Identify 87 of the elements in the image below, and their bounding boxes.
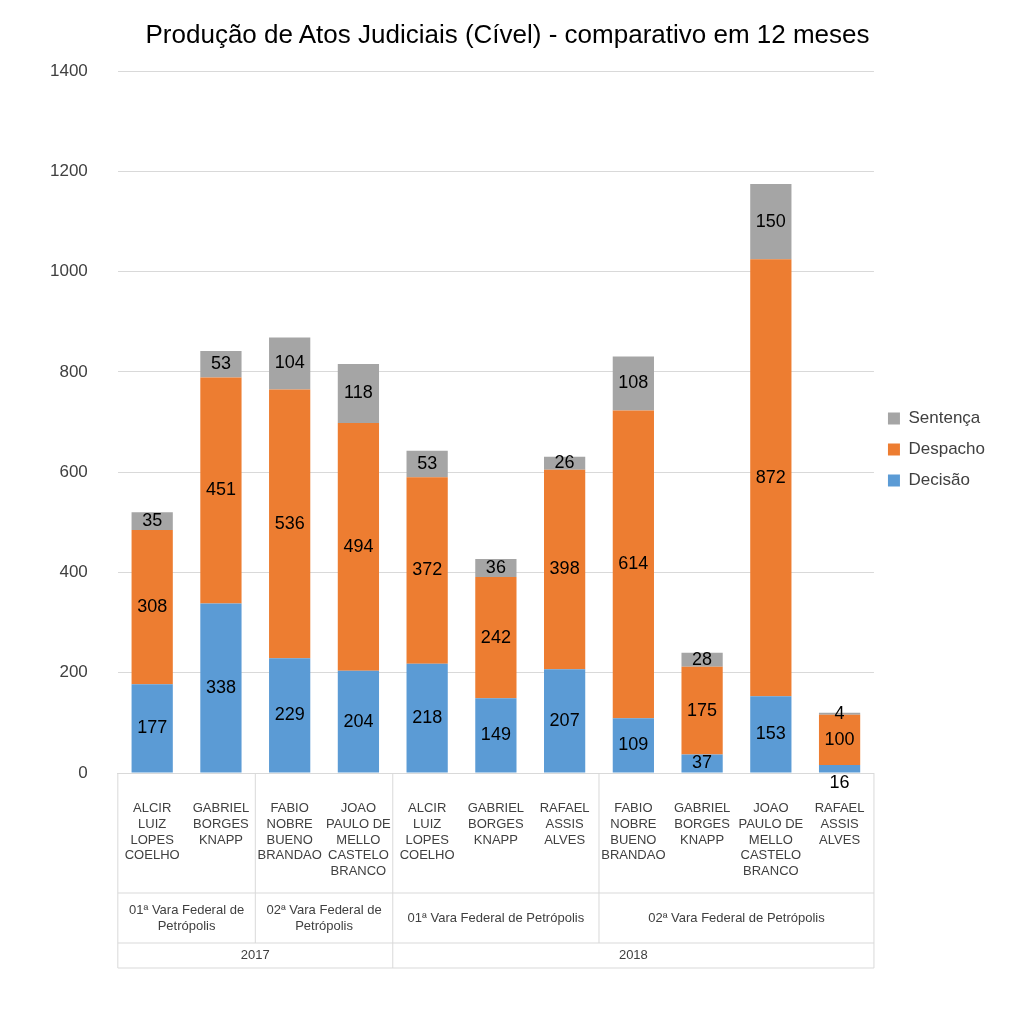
data-label: 16 [829, 772, 850, 793]
text: 2018 [618, 947, 648, 963]
bar [612, 718, 654, 773]
data-label: 207 [549, 709, 580, 730]
y-tick-label: 1200 [49, 161, 88, 181]
text: 01ª Vara Federal de Petrópolis [128, 901, 245, 933]
text: 01ª Vara Federal de Petrópolis [407, 909, 585, 925]
bar [200, 603, 242, 773]
data-label: 308 [137, 596, 168, 617]
x-tick-label: ALCIR LUIZ LOPES COELHO [399, 800, 455, 863]
data-label: 28 [692, 648, 713, 669]
data-label: 872 [755, 466, 786, 487]
bar [612, 356, 654, 411]
data-label: 109 [618, 734, 649, 755]
data-label: 494 [343, 535, 374, 556]
bar [337, 670, 380, 773]
y-tick-label: 1400 [49, 60, 88, 80]
data-label: 177 [137, 717, 168, 738]
data-label: 37 [692, 752, 713, 773]
data-label: 26 [554, 452, 575, 473]
y-tick-label: 400 [59, 562, 88, 582]
data-label: 108 [618, 372, 649, 393]
bar [406, 477, 448, 664]
bar [337, 363, 380, 424]
data-label: 35 [142, 510, 163, 531]
y-tick-label: 800 [59, 361, 88, 381]
x-tick-label: GABRIEL BORGES KNAPP [673, 800, 731, 847]
bar [681, 666, 723, 755]
x-tick-label: FABIO NOBRE BUENO BRANDAO [601, 800, 666, 863]
y-tick-label: 600 [59, 461, 88, 481]
text: 2017 [240, 947, 270, 963]
y-tick-label: 200 [59, 662, 88, 682]
bar [612, 410, 654, 719]
data-label: 338 [205, 677, 236, 697]
x-tick-label: GABRIEL BORGES KNAPP [467, 800, 525, 847]
data-label: 204 [343, 710, 374, 731]
legend-label: Despacho [908, 439, 986, 459]
data-label: 242 [480, 626, 511, 647]
legend-label: Decisão [908, 470, 970, 490]
data-label: 153 [755, 723, 786, 744]
bar [475, 698, 517, 773]
x-tick-label: ALCIR LUIZ LOPES COELHO [124, 800, 180, 863]
data-label: 218 [412, 707, 443, 728]
bar [131, 684, 173, 773]
bar [406, 663, 448, 773]
x-tick-label: JOAO PAULO DE MELLO CASTELO BRANCO [738, 800, 804, 878]
data-label: 451 [205, 479, 236, 500]
bar [269, 337, 311, 390]
data-label: 614 [618, 553, 649, 574]
y-tick-label: 1000 [49, 261, 88, 281]
bar [200, 377, 242, 604]
data-label: 229 [274, 704, 305, 725]
data-label: 53 [417, 452, 438, 473]
bar [131, 529, 173, 685]
data-label: 150 [755, 210, 786, 231]
bar [269, 389, 311, 659]
bar [544, 669, 586, 773]
data-label: 149 [480, 724, 511, 745]
bar [337, 423, 380, 671]
bar [269, 658, 311, 773]
chart-title: Produção de Atos Judiciais (Cível) - comparativo em 12 meses [145, 18, 870, 49]
bar [750, 183, 792, 260]
y-tick-label: 0 [78, 762, 88, 782]
data-label: 175 [687, 699, 718, 720]
x-tick-label: RAFAEL ASSIS ALVES [814, 800, 865, 847]
x-tick-label: FABIO NOBRE BUENO BRANDAO [257, 800, 322, 863]
data-label: 36 [485, 556, 506, 577]
data-label: 536 [274, 512, 305, 533]
bar [681, 754, 723, 773]
text: 02ª Vara Federal de Petrópolis [266, 901, 382, 933]
x-tick-label: GABRIEL BORGES KNAPP [192, 800, 250, 847]
data-label: 100 [824, 728, 855, 749]
text: 02ª Vara Federal de Petrópolis [648, 909, 826, 925]
data-label: 104 [274, 352, 305, 373]
bar [750, 259, 792, 697]
x-tick-label: JOAO PAULO DE MELLO CASTELO BRANCO [326, 800, 392, 878]
data-label: 118 [344, 382, 373, 403]
bar [818, 764, 861, 773]
legend-label: Sentença [908, 408, 981, 428]
bar [475, 577, 517, 699]
bar [750, 696, 792, 773]
bar [544, 469, 586, 670]
data-label: 398 [549, 558, 580, 579]
data-label: 4 [834, 702, 845, 723]
data-label: 372 [412, 559, 443, 580]
data-label: 53 [210, 353, 231, 374]
x-tick-label: RAFAEL ASSIS ALVES [539, 800, 590, 847]
